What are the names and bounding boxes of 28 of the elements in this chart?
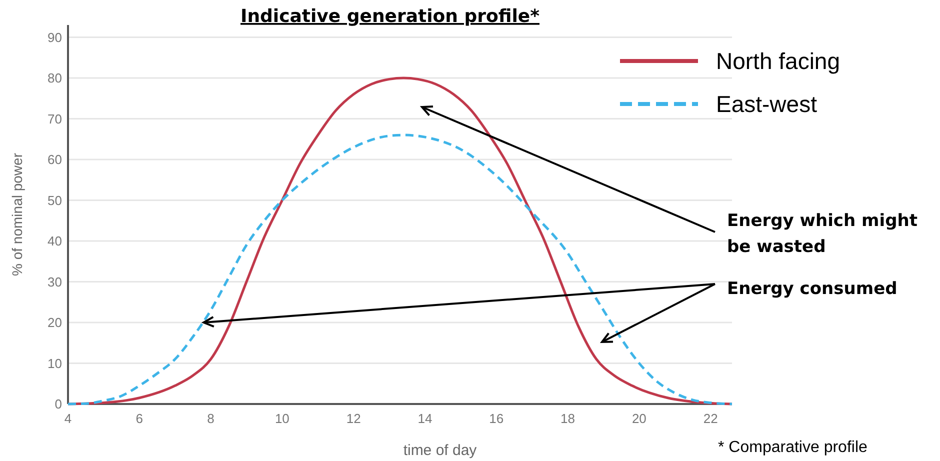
- y-axis-title: % of nominal power: [9, 152, 25, 276]
- y-tick-label: 50: [48, 192, 62, 208]
- x-tick-label: 6: [136, 411, 144, 426]
- y-tick-label: 90: [48, 30, 62, 45]
- text: * Comparative profile: [718, 439, 868, 456]
- y-tick-label: 40: [48, 234, 62, 249]
- legend-label: North facing: [716, 48, 840, 74]
- x-tick-label: 16: [489, 411, 504, 426]
- y-tick-label: 80: [48, 70, 62, 86]
- x-tick-label: 10: [274, 411, 290, 426]
- y-tick-label: 30: [48, 274, 62, 290]
- x-tick-label: 18: [560, 411, 576, 426]
- y-tick-label: 60: [48, 152, 62, 168]
- y-tick-label: 70: [48, 111, 62, 126]
- annotation: Energy consumed: [727, 278, 898, 299]
- y-tick-label: 10: [48, 356, 62, 371]
- y-tick-label: 0: [54, 396, 62, 412]
- annotation: Energy which might be wasted: [727, 210, 918, 257]
- x-tick-label: 14: [418, 411, 432, 426]
- x-tick-label: 12: [346, 411, 361, 426]
- chart-title: Indicative generation profile*: [240, 6, 540, 27]
- x-tick-label: 22: [703, 411, 718, 426]
- y-tick-label: 20: [48, 315, 62, 330]
- x-tick-label: 8: [207, 411, 214, 426]
- legend-label: East-west: [716, 91, 818, 118]
- x-axis-title: time of day: [403, 442, 478, 459]
- x-tick-label: 20: [632, 411, 646, 426]
- x-tick-label: 4: [64, 411, 72, 426]
